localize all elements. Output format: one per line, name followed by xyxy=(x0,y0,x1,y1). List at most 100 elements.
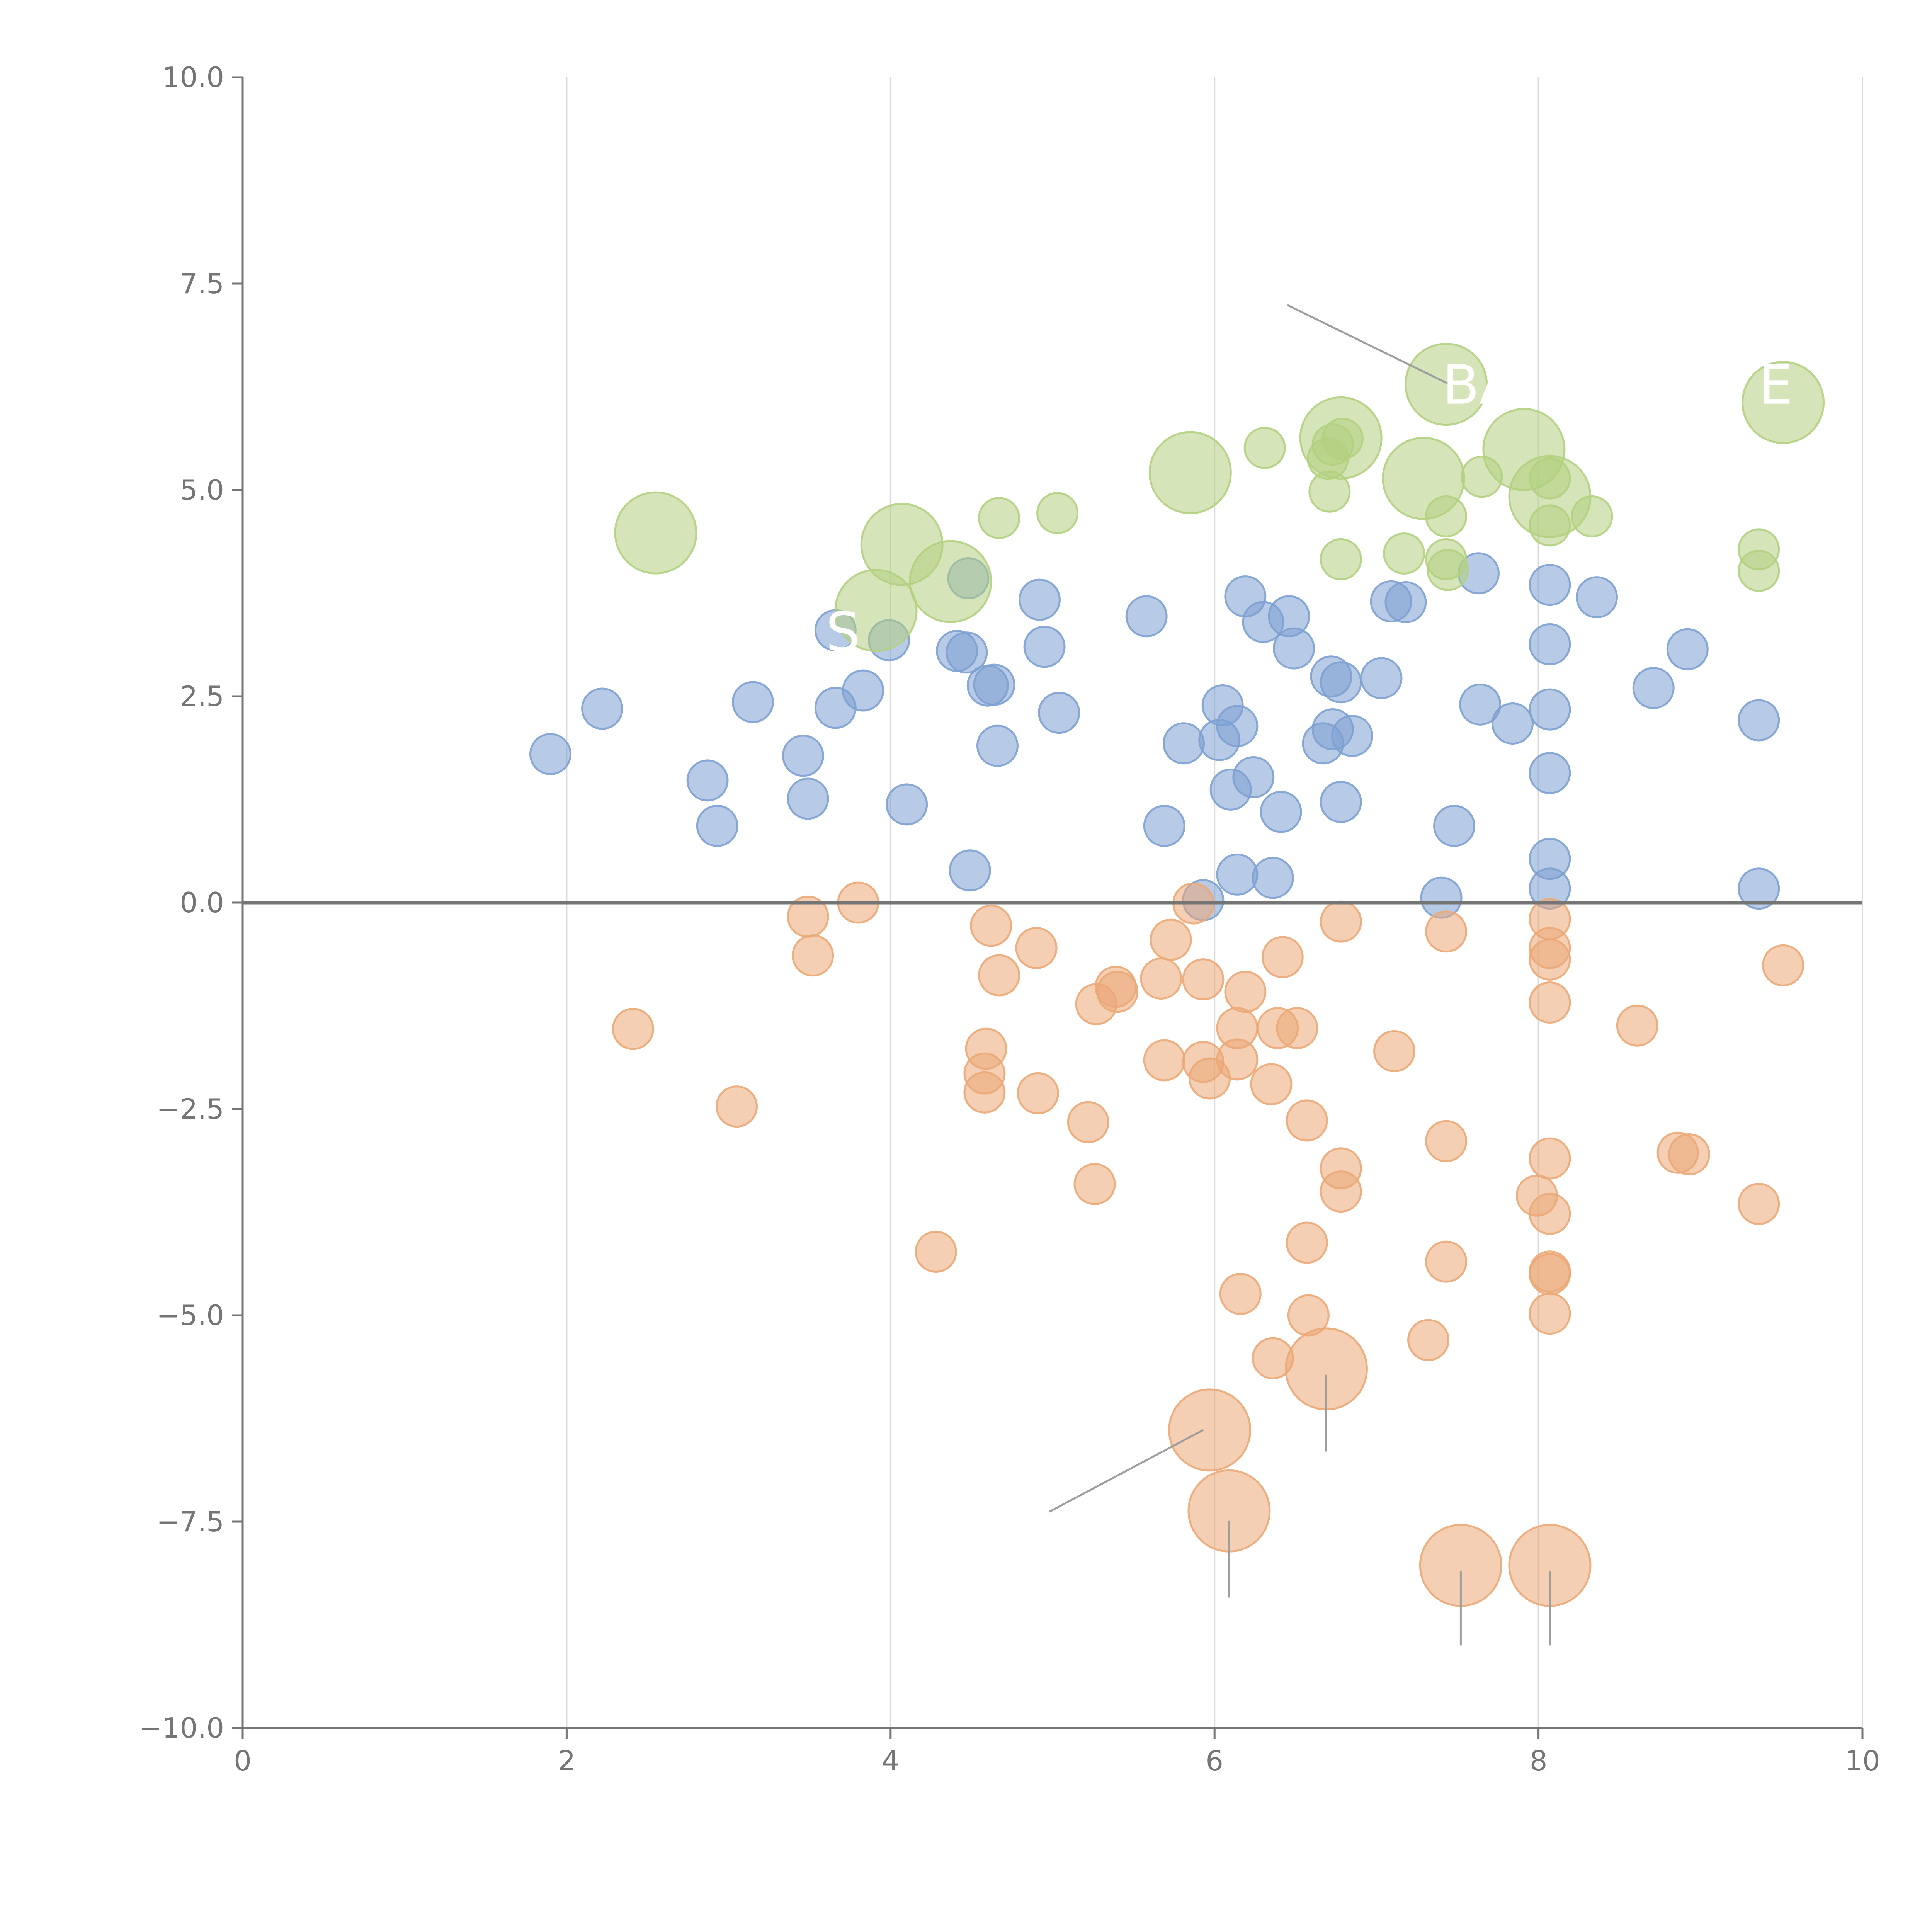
bubble-positive-0 xyxy=(529,733,571,776)
bubble-negative-63 xyxy=(1738,1183,1780,1225)
bubble-highlight-7 xyxy=(1243,427,1286,469)
bubble-positive-42 xyxy=(1320,781,1362,823)
bubble-negative-14 xyxy=(1073,1163,1116,1205)
bubble-positive-53 xyxy=(1529,623,1571,665)
bubble-negative-64 xyxy=(1762,944,1804,986)
bubble-positive-2 xyxy=(686,759,729,802)
axes: −10.0 −7.5 −5.0 −2.5 0.0 2.5 5.0 7.5 10.0 0 2 4 6 8 10 xyxy=(139,61,1880,1777)
bubble-negative-25 xyxy=(1168,1388,1252,1472)
bubble-positive-9 xyxy=(842,669,884,712)
bubble-positive-46 xyxy=(1384,581,1427,623)
bubble-negative-5 xyxy=(915,1231,957,1273)
bubble-labels: S BA E xyxy=(826,354,1793,664)
bubble-positive-51 xyxy=(1492,702,1534,745)
leader-line-1 xyxy=(1049,1429,1204,1513)
leader-line-0 xyxy=(1287,304,1450,385)
bubble-positive-34 xyxy=(1252,857,1294,899)
bubble-positive-29 xyxy=(1216,705,1259,747)
bubble-positive-50 xyxy=(1459,683,1502,726)
bubble-positive-55 xyxy=(1529,752,1571,794)
bubble-negative-54 xyxy=(1529,1137,1571,1180)
bubble-negative-57 xyxy=(1529,1253,1571,1295)
bubble-negative-19 xyxy=(1143,1039,1185,1082)
bubble-negative-40 xyxy=(1320,900,1362,943)
bubble-label-s: S xyxy=(826,601,860,664)
bubble-highlight-4 xyxy=(978,497,1020,539)
x-tick-label-1: 2 xyxy=(558,1745,575,1777)
bubble-negative-43 xyxy=(1373,1030,1416,1072)
bubble-negative-45 xyxy=(1425,910,1468,953)
bubble-highlight-0 xyxy=(614,491,697,575)
bubble-negative-62 xyxy=(1668,1133,1710,1175)
bubble-highlight-5 xyxy=(1036,492,1079,534)
bubble-highlight-16 xyxy=(1405,343,1488,426)
bubble-highlight-12 xyxy=(1320,538,1362,580)
bubble-highlight-27 xyxy=(1738,549,1780,592)
y-tick-label-2: −5.0 xyxy=(156,1299,224,1332)
x-tick-label-0: 0 xyxy=(234,1745,252,1777)
bubble-positive-54 xyxy=(1529,688,1571,731)
bubble-highlight-28 xyxy=(1742,361,1825,444)
bubble-negative-11 xyxy=(1015,927,1058,969)
bubble-negative-13 xyxy=(1067,1101,1109,1143)
bubble-positive-5 xyxy=(782,735,824,777)
bubble-positive-4 xyxy=(731,681,774,723)
bubble-positive-32 xyxy=(1232,756,1275,798)
bubble-positive-43 xyxy=(1331,715,1374,757)
x-tick-label-3: 6 xyxy=(1206,1745,1223,1777)
bubble-positive-61 xyxy=(1738,699,1780,742)
bubble-negative-37 xyxy=(1286,1221,1328,1264)
bubble-negative-22 xyxy=(1182,958,1225,1001)
bubble-negative-58 xyxy=(1529,1293,1571,1335)
bubble-positive-37 xyxy=(1273,627,1315,670)
bubble-negative-7 xyxy=(963,1071,1006,1114)
bubble-highlight-13 xyxy=(1321,418,1364,460)
bubble-negative-46 xyxy=(1425,1120,1468,1162)
bubble-negative-10 xyxy=(978,954,1020,997)
bubble-negative-36 xyxy=(1286,1099,1328,1142)
bubble-highlight-14 xyxy=(1383,532,1425,575)
bubble-positive-21 xyxy=(1038,692,1080,734)
bubble-label-ba: BA xyxy=(1442,354,1517,417)
y-tick-label-4: 0.0 xyxy=(180,886,224,919)
bubble-negative-47 xyxy=(1425,1240,1468,1283)
bubble-positive-20 xyxy=(1023,626,1066,668)
bubble-positive-18 xyxy=(976,724,1019,767)
bubble-positive-44 xyxy=(1360,657,1403,699)
bubble-negative-18 xyxy=(1140,957,1182,1000)
bubble-positive-24 xyxy=(1163,722,1205,765)
bubble-negative-55 xyxy=(1529,1192,1571,1235)
bubble-highlight-19 xyxy=(1427,549,1469,591)
leader-lines xyxy=(1049,304,1551,1646)
y-tick-label-0: −10.0 xyxy=(139,1712,224,1744)
bubble-negative-31 xyxy=(1250,1063,1293,1105)
bubble-negative-8 xyxy=(965,1027,1007,1070)
bubble-negative-20 xyxy=(1150,918,1192,961)
bubble-label-e: E xyxy=(1759,354,1793,417)
bubble-negative-12 xyxy=(1017,1072,1059,1114)
bubble-negative-3 xyxy=(792,934,834,977)
bubble-negative-53 xyxy=(1529,981,1571,1024)
x-tick-label-2: 4 xyxy=(882,1745,900,1777)
bubble-negative-60 xyxy=(1616,1004,1658,1047)
bubble-negative-52 xyxy=(1529,938,1571,981)
y-tick-label-5: 2.5 xyxy=(180,680,224,713)
bubble-positive-11 xyxy=(886,783,928,826)
x-tick-label-5: 10 xyxy=(1845,1745,1880,1777)
bubble-negative-42 xyxy=(1320,1170,1362,1213)
bubble-positive-13 xyxy=(946,631,988,674)
bubble-positive-17 xyxy=(973,663,1015,706)
bubble-positive-30 xyxy=(1216,853,1259,896)
bubble-negative-17 xyxy=(1096,971,1139,1013)
bubble-negative-35 xyxy=(1276,1007,1318,1049)
bubble-negative-29 xyxy=(1219,1272,1262,1315)
bubble-highlight-6 xyxy=(1148,431,1232,514)
bubble-positive-62 xyxy=(1738,867,1780,910)
bubble-highlight-24 xyxy=(1529,504,1571,547)
bubble-negative-1 xyxy=(716,1085,758,1128)
bubble-positive-1 xyxy=(581,687,624,730)
bubble-positive-60 xyxy=(1666,628,1709,670)
bubbles xyxy=(529,343,1825,1607)
